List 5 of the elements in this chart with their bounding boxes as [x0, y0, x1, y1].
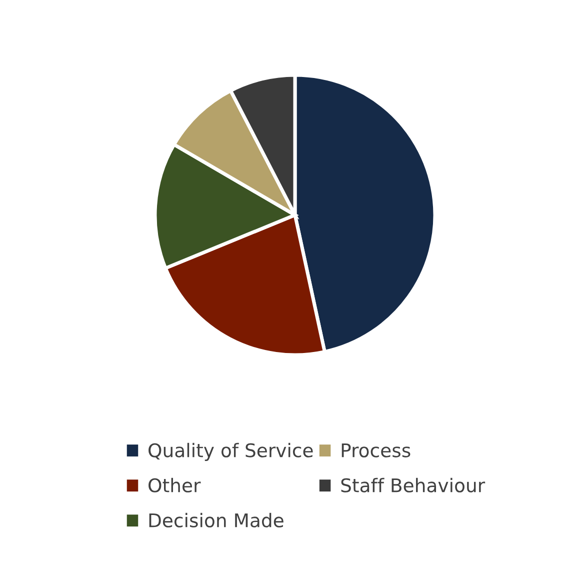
- legend-label: Other: [148, 478, 201, 492]
- legend-label: Process: [342, 443, 410, 458]
- legend-label: Quality of Service: [148, 442, 313, 462]
- legend-label: Staff Behaviour: [341, 478, 486, 492]
- legend-label: Decision Made: [149, 512, 284, 528]
